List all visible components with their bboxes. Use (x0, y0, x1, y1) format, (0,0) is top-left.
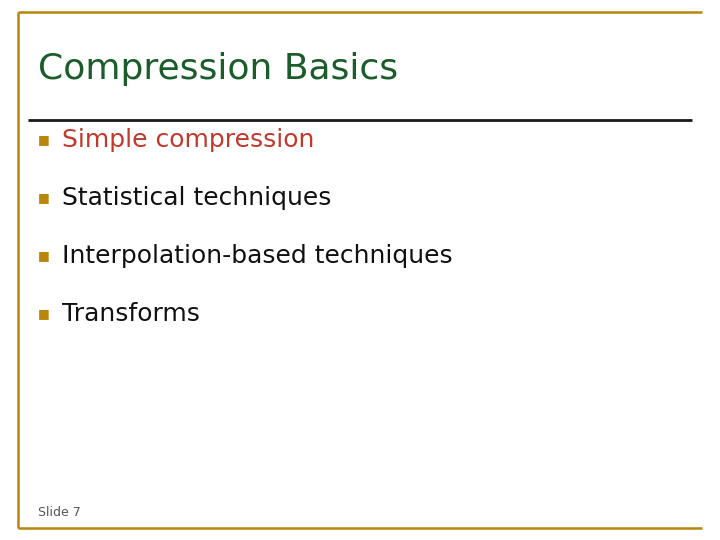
Text: ■: ■ (38, 307, 50, 321)
Text: ■: ■ (38, 133, 50, 146)
Text: ■: ■ (38, 249, 50, 262)
Text: Compression Basics: Compression Basics (38, 52, 398, 86)
Text: Statistical techniques: Statistical techniques (62, 186, 331, 210)
Text: Simple compression: Simple compression (62, 128, 315, 152)
Text: Slide 7: Slide 7 (38, 505, 81, 518)
Text: Interpolation-based techniques: Interpolation-based techniques (62, 244, 453, 268)
Text: ■: ■ (38, 192, 50, 205)
Text: Transforms: Transforms (62, 302, 200, 326)
